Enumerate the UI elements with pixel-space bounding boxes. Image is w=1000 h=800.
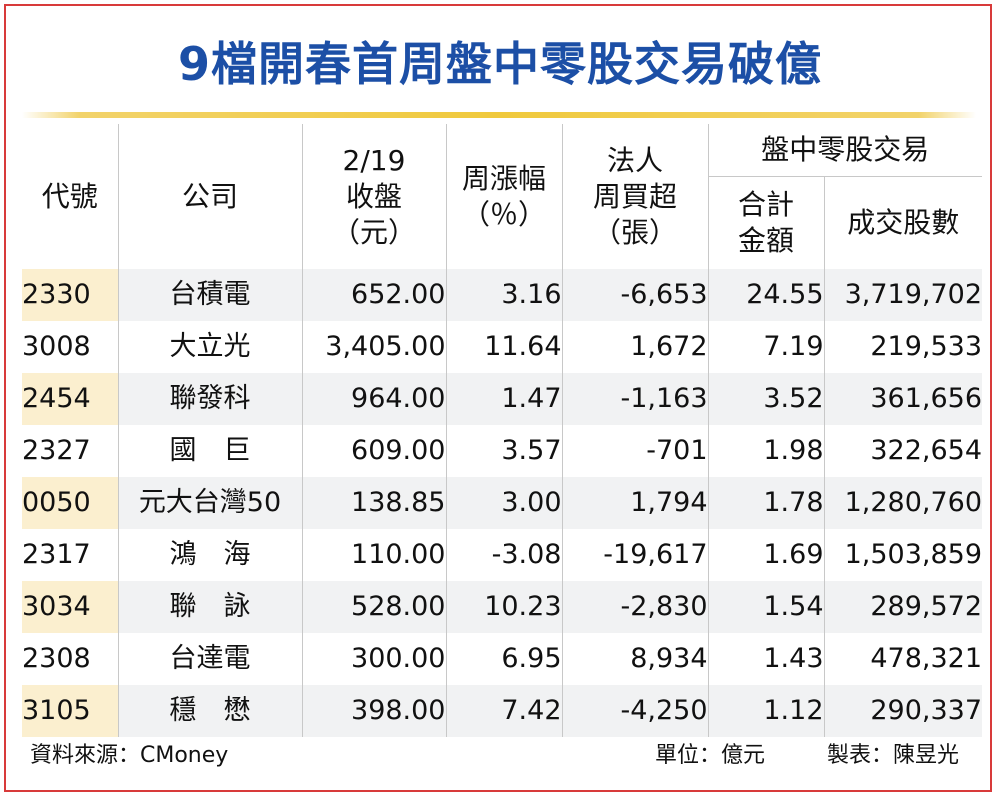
- cell-amount: 3.52: [707, 373, 825, 425]
- cell-company: 聯 詠: [117, 581, 303, 633]
- cell-institutional: -2,830: [561, 581, 709, 633]
- cell-code: 2317: [22, 529, 119, 581]
- footer-source: 資料來源：CMoney: [30, 743, 229, 768]
- cell-company: 穩 懋: [117, 685, 303, 737]
- cell-close: 652.00: [301, 269, 447, 321]
- table-row: 3034 聯 詠 528.00 10.23 -2,830 1.54 289,572: [22, 581, 983, 633]
- footer-maker: 製表：陳昱光: [827, 743, 960, 768]
- cell-close: 300.00: [301, 633, 447, 685]
- cell-shares: 1,503,859: [823, 529, 983, 581]
- cell-code: 2454: [22, 373, 119, 425]
- cell-change: -3.08: [445, 529, 563, 581]
- cell-shares: 361,656: [823, 373, 983, 425]
- table-row: 2327 國 巨 609.00 3.57 -701 1.98 322,654: [22, 425, 983, 477]
- cell-institutional: -6,653: [561, 269, 709, 321]
- cell-institutional: -4,250: [561, 685, 709, 737]
- header-institutional: 法人 周買超 （張）: [561, 124, 709, 269]
- cell-company: 元大台灣50: [117, 477, 303, 529]
- cell-code: 3105: [22, 685, 119, 737]
- cell-shares: 1,280,760: [823, 477, 983, 529]
- cell-close: 528.00: [301, 581, 447, 633]
- cell-amount: 1.12: [707, 685, 825, 737]
- cell-close: 138.85: [301, 477, 447, 529]
- cell-code: 3034: [22, 581, 119, 633]
- cell-shares: 289,572: [823, 581, 983, 633]
- cell-code: 2330: [22, 269, 119, 321]
- cell-change: 6.95: [445, 633, 563, 685]
- cell-change: 3.57: [445, 425, 563, 477]
- cell-institutional: -701: [561, 425, 709, 477]
- cell-code: 2327: [22, 425, 119, 477]
- footer-unit: 單位：億元: [655, 743, 766, 768]
- cell-close: 398.00: [301, 685, 447, 737]
- cell-shares: 3,719,702: [823, 269, 983, 321]
- header-company: 公司: [117, 124, 303, 269]
- table-row: 3008 大立光 3,405.00 11.64 1,672 7.19 219,533: [22, 321, 983, 373]
- cell-close: 110.00: [301, 529, 447, 581]
- cell-amount: 1.43: [707, 633, 825, 685]
- cell-code: 0050: [22, 477, 119, 529]
- cell-change: 3.16: [445, 269, 563, 321]
- cell-shares: 290,337: [823, 685, 983, 737]
- cell-close: 609.00: [301, 425, 447, 477]
- table-row: 2317 鴻 海 110.00 -3.08 -19,617 1.69 1,503,859: [22, 529, 983, 581]
- cell-institutional: 1,794: [561, 477, 709, 529]
- cell-amount: 1.54: [707, 581, 825, 633]
- cell-institutional: -19,617: [561, 529, 709, 581]
- cell-shares: 322,654: [823, 425, 983, 477]
- table-row: 3105 穩 懋 398.00 7.42 -4,250 1.12 290,337: [22, 685, 983, 737]
- cell-change: 3.00: [445, 477, 563, 529]
- table-row: 2454 聯發科 964.00 1.47 -1,163 3.52 361,656: [22, 373, 983, 425]
- cell-shares: 219,533: [823, 321, 983, 373]
- cell-amount: 1.69: [707, 529, 825, 581]
- header-amount: 合計 金額: [708, 176, 825, 269]
- cell-change: 11.64: [445, 321, 563, 373]
- outer-frame: [4, 4, 992, 792]
- header-shares: 成交股數: [823, 176, 983, 269]
- cell-code: 3008: [22, 321, 119, 373]
- header-odd-lot-group: 盤中零股交易: [707, 124, 983, 177]
- cell-change: 10.23: [445, 581, 563, 633]
- title-divider: [22, 112, 976, 118]
- cell-company: 台達電: [117, 633, 303, 685]
- cell-institutional: 1,672: [561, 321, 709, 373]
- table-row: 0050 元大台灣50 138.85 3.00 1,794 1.78 1,280,760: [22, 477, 983, 529]
- cell-institutional: 8,934: [561, 633, 709, 685]
- cell-amount: 1.78: [707, 477, 825, 529]
- cell-company: 聯發科: [117, 373, 303, 425]
- cell-close: 964.00: [301, 373, 447, 425]
- cell-institutional: -1,163: [561, 373, 709, 425]
- cell-shares: 478,321: [823, 633, 983, 685]
- stock-table: 代號 公司 2/19 收盤 （元） 周漲幅 （％） 法人 周買超 （張） 盤中零股交易 合…: [22, 124, 983, 737]
- page-title: 9檔開春首周盤中零股交易破億: [177, 37, 822, 91]
- table-row: 2308 台達電 300.00 6.95 8,934 1.43 478,321: [22, 633, 983, 685]
- cell-close: 3,405.00: [301, 321, 447, 373]
- table-row: 2330 台積電 652.00 3.16 -6,653 24.55 3,719,702: [22, 269, 983, 321]
- cell-company: 大立光: [117, 321, 303, 373]
- cell-amount: 1.98: [707, 425, 825, 477]
- cell-amount: 7.19: [707, 321, 825, 373]
- header-change: 周漲幅 （％）: [445, 124, 563, 269]
- cell-change: 1.47: [445, 373, 563, 425]
- cell-company: 國 巨: [117, 425, 303, 477]
- cell-amount: 24.55: [707, 269, 825, 321]
- header-close: 2/19 收盤 （元）: [301, 124, 447, 269]
- cell-code: 2308: [22, 633, 119, 685]
- header-code: 代號: [22, 124, 119, 269]
- cell-company: 鴻 海: [117, 529, 303, 581]
- cell-change: 7.42: [445, 685, 563, 737]
- cell-company: 台積電: [117, 269, 303, 321]
